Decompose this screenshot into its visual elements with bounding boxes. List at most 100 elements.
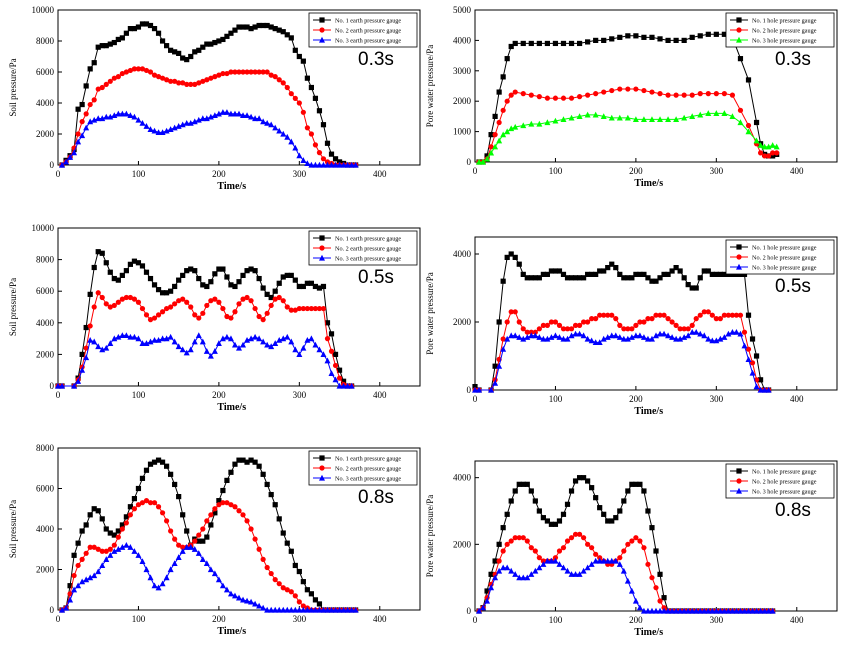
data-point: [496, 541, 502, 547]
x-tick-label: 200: [212, 614, 226, 624]
data-point: [669, 268, 675, 274]
data-point: [143, 566, 150, 573]
data-point: [508, 125, 515, 132]
data-point: [677, 268, 683, 274]
data-point: [123, 332, 130, 339]
data-point: [103, 344, 110, 351]
data-point: [532, 498, 538, 504]
data-point: [613, 316, 619, 322]
data-point: [745, 312, 752, 318]
data-point: [320, 606, 327, 613]
data-point: [231, 341, 238, 348]
data-point: [512, 40, 518, 47]
data-point: [304, 160, 311, 167]
data-point: [163, 574, 170, 581]
data-point: [496, 363, 503, 369]
data-point: [673, 322, 679, 328]
data-point: [123, 69, 129, 75]
data-point: [300, 344, 307, 351]
data-point: [288, 307, 294, 313]
data-point: [256, 115, 263, 122]
data-point: [71, 572, 77, 579]
data-point: [256, 602, 263, 609]
data-point: [584, 111, 591, 118]
data-point: [564, 275, 571, 281]
data-point: [316, 346, 323, 353]
data-point: [240, 596, 247, 603]
data-point: [612, 332, 619, 339]
data-point: [629, 326, 635, 332]
data-point: [195, 550, 202, 556]
data-point: [252, 333, 259, 340]
data-point: [617, 271, 623, 277]
data-point: [745, 356, 752, 362]
y-tick-label: 0: [467, 606, 472, 616]
data-point: [548, 521, 555, 527]
data-point: [576, 475, 583, 481]
data-point: [312, 95, 319, 101]
data-point: [111, 39, 117, 46]
data-point: [653, 548, 659, 554]
y-axis-label: Pore water pressure/Pa: [425, 495, 435, 577]
data-point: [159, 335, 166, 342]
data-point: [689, 285, 695, 291]
data-point: [528, 275, 534, 281]
legend-label: No. 1 earth pressure gauge: [335, 456, 401, 463]
data-point: [272, 124, 279, 131]
data-point: [745, 122, 752, 129]
data-point: [99, 115, 106, 122]
data-point: [183, 349, 190, 356]
data-point: [508, 498, 514, 504]
data-point: [127, 504, 133, 510]
data-point: [657, 598, 663, 604]
data-point: [504, 511, 510, 517]
data-point: [697, 111, 704, 118]
data-point: [657, 330, 664, 337]
data-point: [268, 72, 274, 78]
data-point: [709, 271, 715, 277]
data-point: [492, 113, 498, 119]
data-point: [196, 47, 202, 53]
data-point: [472, 384, 478, 390]
data-point: [236, 508, 242, 514]
data-point: [131, 506, 138, 512]
data-point: [721, 607, 728, 614]
data-point: [172, 49, 178, 55]
data-point: [593, 91, 599, 97]
data-point: [520, 122, 527, 129]
data-point: [284, 540, 290, 546]
data-point: [176, 298, 182, 304]
x-tick-label: 300: [710, 394, 724, 404]
data-point: [536, 40, 542, 47]
data-point: [556, 322, 563, 328]
data-point: [589, 316, 595, 322]
data-point: [236, 110, 242, 117]
data-point: [770, 153, 776, 159]
data-point: [636, 332, 643, 339]
data-point: [115, 546, 122, 552]
data-point: [500, 107, 506, 113]
data-point: [633, 271, 639, 277]
data-point: [159, 309, 166, 315]
data-point: [556, 548, 563, 554]
data-point: [681, 607, 688, 614]
data-point: [717, 271, 723, 277]
data-point: [512, 309, 518, 315]
legend-label: No. 1 hole pressure gauge: [752, 469, 817, 476]
data-point: [524, 538, 530, 544]
data-point: [220, 36, 226, 43]
data-point: [572, 322, 579, 328]
data-point: [737, 107, 744, 113]
data-point: [115, 277, 121, 283]
data-point: [172, 536, 178, 542]
data-point: [172, 78, 178, 84]
data-point: [195, 116, 202, 123]
x-tick-label: 300: [710, 166, 724, 176]
data-point: [252, 268, 258, 274]
data-point: [268, 24, 274, 30]
data-point: [196, 538, 202, 544]
data-point: [127, 261, 133, 267]
data-point: [276, 516, 282, 522]
legend-label: No. 1 hole pressure gauge: [752, 245, 817, 252]
data-point: [256, 313, 262, 320]
